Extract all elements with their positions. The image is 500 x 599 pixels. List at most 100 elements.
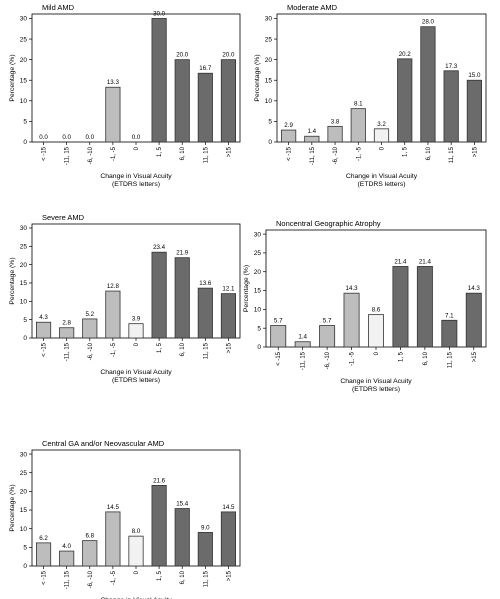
category-label: 1, 5 (157, 146, 163, 157)
data-label: 14.5 (222, 504, 235, 511)
y-tick-label: 10 (20, 299, 28, 306)
category-label: 11, 15 (203, 570, 209, 587)
chart-panel-5: Central GA and/or Neovascular AMD 0 5 10 15 2… (9, 439, 241, 599)
x-axis-label: Change in Visual Acuity (100, 369, 172, 376)
category-label: >15 (472, 146, 478, 157)
bar (197, 72, 213, 143)
y-axis-label: Percentage (%) (254, 54, 261, 101)
y-tick-label: 5 (23, 545, 27, 552)
y-tick-label: 30 (20, 225, 28, 232)
y-tick-label: 30 (20, 16, 28, 23)
data-label: 4.3 (39, 314, 48, 321)
y-tick-label: 15 (254, 288, 262, 295)
bar (174, 508, 190, 567)
y-tick-label: 5 (268, 119, 272, 126)
data-label: 21.4 (419, 258, 432, 265)
bar (281, 129, 297, 143)
y-tick-label: 25 (265, 36, 273, 43)
chart-title: Moderate AMD (287, 3, 338, 12)
x-axis-label: Change in Visual Acuity (100, 597, 172, 599)
category-label: 11, 15 (449, 146, 455, 163)
category-label: >15 (226, 342, 232, 353)
data-label: 21.4 (394, 258, 407, 265)
bar (35, 542, 52, 567)
category-label: -11, 15 (65, 146, 71, 165)
bar (174, 59, 190, 143)
bar (197, 287, 213, 339)
data-label: 28.0 (422, 19, 435, 26)
x-axis-label: Change in Visual Acuity (100, 173, 172, 180)
y-tick-label: 10 (254, 307, 262, 314)
y-tick-label: 10 (265, 98, 273, 105)
bar (416, 266, 433, 348)
data-label: 14.5 (107, 504, 120, 511)
y-tick-label: 5 (257, 325, 261, 332)
chart-panel-4: Noncentral Geographic Atrophy 0 5 10 15 20 25 3… (243, 219, 487, 393)
data-label: 14.3 (346, 285, 359, 292)
category-label: -6, -10 (88, 570, 94, 588)
bar (59, 327, 75, 339)
data-label: 2.9 (284, 122, 293, 129)
bar (174, 257, 190, 339)
data-label: 16.7 (199, 65, 212, 72)
data-label: 20.0 (222, 52, 235, 59)
bar (105, 511, 121, 567)
bar (220, 293, 237, 339)
data-label: 14.3 (468, 285, 481, 292)
chart-title: Severe AMD (42, 213, 85, 222)
y-tick-label: 20 (20, 57, 28, 64)
category-label: -1, -5 (111, 570, 117, 585)
category-label: 0 (134, 570, 140, 574)
y-tick-label: 15 (20, 77, 28, 84)
data-label: 15.4 (176, 501, 189, 508)
y-tick-label: 30 (265, 16, 273, 23)
y-tick-label: 5 (23, 119, 27, 126)
data-label: 9.0 (201, 524, 210, 531)
bar (220, 511, 237, 567)
x-axis-label: Change in Visual Acuity (340, 378, 412, 385)
category-label: -1, -5 (356, 146, 362, 161)
bar (420, 26, 436, 143)
x-axis-sublabel: (ETDRS letters) (352, 386, 400, 393)
data-label: 30.0 (153, 10, 166, 17)
y-tick-label: 25 (20, 244, 28, 251)
y-axis-label: Percentage (%) (9, 257, 16, 304)
data-label: 0.0 (85, 134, 94, 141)
data-label: 7.1 (445, 312, 454, 319)
y-tick-label: 5 (23, 317, 27, 324)
y-tick-label: 20 (20, 262, 28, 269)
category-label: -11, 15 (301, 351, 307, 370)
data-label: 13.3 (107, 79, 120, 86)
data-label: 5.2 (85, 311, 94, 318)
y-tick-label: 0 (257, 344, 261, 351)
y-tick-label: 10 (20, 526, 28, 533)
y-tick-label: 25 (254, 250, 262, 257)
category-label: 11, 15 (203, 342, 209, 359)
data-label: 5.7 (323, 318, 332, 325)
chart-title: Central GA and/or Neovascular AMD (42, 439, 165, 448)
data-label: 12.1 (222, 286, 235, 293)
y-tick-label: 30 (20, 451, 28, 458)
category-label: < -15 (42, 146, 48, 161)
bar (465, 292, 482, 348)
category-label: 6, 10 (180, 146, 186, 160)
category-label: < -15 (287, 146, 293, 161)
bar (105, 86, 121, 143)
category-label: -6, -10 (333, 146, 339, 164)
bar (319, 325, 336, 348)
y-axis-label: Percentage (%) (243, 265, 250, 312)
data-label: 21.6 (153, 477, 166, 484)
x-axis-label: Change in Visual Acuity (346, 173, 418, 180)
y-tick-label: 30 (254, 231, 262, 238)
data-label: 23.4 (153, 244, 166, 251)
chart-title: Noncentral Geographic Atrophy (276, 219, 381, 228)
bar (151, 485, 167, 567)
data-label: 8.6 (372, 307, 381, 314)
category-label: -1, -5 (350, 351, 356, 366)
category-label: 0 (134, 342, 140, 346)
y-tick-label: 20 (254, 269, 262, 276)
category-label: 0 (374, 351, 380, 355)
bar (392, 266, 409, 348)
data-label: 2.8 (62, 320, 71, 327)
